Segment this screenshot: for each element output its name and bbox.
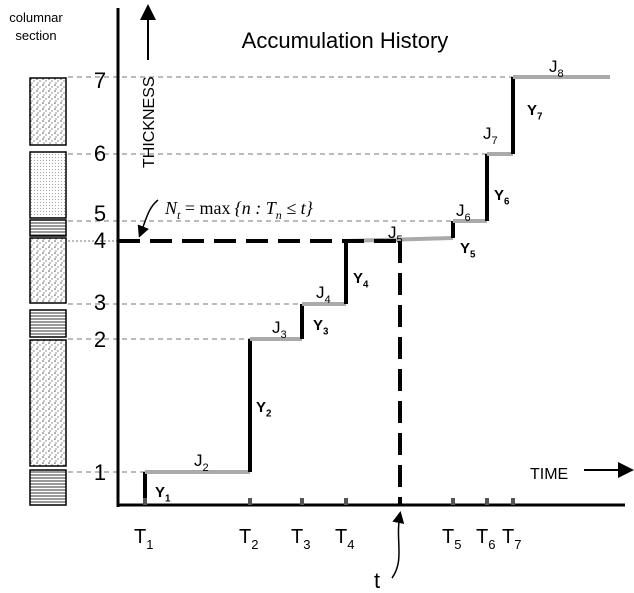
wait-label-sub: 3 [281,329,287,341]
time-tick [511,498,515,505]
time-label-sub: 5 [454,537,461,552]
jump-label-base: Y [256,399,266,416]
level-label: 2 [94,327,106,352]
wait-label-sub: 6 [465,212,471,224]
jump-label-sub: 2 [266,409,272,420]
time-label: T1 [134,526,153,552]
wait-label-sub: 7 [492,135,498,147]
jump-label-base: Y [313,317,323,334]
time-label-base: T [502,526,514,548]
time-tick [248,498,252,505]
wait-label: J5 [388,223,403,246]
time-label: T3 [291,526,310,552]
time-label-sub: 1 [146,537,153,552]
wait-label-base: J [272,318,281,337]
jump-label: Y1 [155,484,171,505]
time-label-sub: 3 [303,537,310,552]
jump-label-base: Y [494,187,504,204]
time-tick [143,498,147,505]
wait-label-sub: 5 [397,234,403,246]
wait-label-base: J [388,223,397,242]
columnar-section [29,77,67,506]
wait-label: J6 [456,201,471,224]
y-axis-label: THICKNESS [141,76,158,168]
column-label: columnar [9,10,63,25]
current-time: t [374,568,380,593]
jump-label: Y4 [353,270,369,291]
time-tick [344,498,348,505]
jump-label-sub: 4 [363,280,369,291]
time-label-base: T [134,526,146,548]
level-label: 1 [94,460,106,485]
wait-label: J3 [272,318,287,341]
title: Accumulation History [242,28,449,53]
jump-label-sub: 7 [537,112,542,123]
level-label: 5 [94,201,106,226]
jump-label-base: Y [155,484,165,501]
level-label: 4 [94,228,106,253]
time-label-base: T [335,526,347,548]
jump-label-sub: 6 [504,197,510,208]
jump-label-base: Y [353,270,363,287]
wait-label-sub: 2 [203,462,209,474]
time-label-sub: 7 [514,537,521,552]
time-label-base: T [291,526,303,548]
jump-label-sub: 1 [165,494,171,505]
jump-label-base: Y [460,240,470,257]
t-arrow [391,511,405,579]
wait-label-sub: 4 [325,294,331,306]
x-axis-label: TIME [530,466,568,483]
wait-label-base: J [549,57,558,76]
time-label-base: T [476,526,488,548]
time-tick [451,498,455,505]
wait-label-base: J [456,201,465,220]
jump-label-sub: 5 [470,250,476,261]
wait-label: J8 [549,57,564,80]
time-tick [300,498,304,505]
time-label-sub: 4 [347,537,354,552]
wait-label-base: J [483,124,492,143]
jump-label-base: Y [527,102,537,119]
time-tick [485,498,489,505]
level-label: 7 [94,68,106,93]
level-label: 6 [94,141,106,166]
jump-label: Y6 [494,187,510,208]
wait-label-sub: 8 [558,68,564,80]
jump-label: Y7 [527,102,542,123]
wait-label: J4 [316,283,331,306]
time-label: T5 [442,526,461,552]
time-label: T2 [239,526,258,552]
jump-label-sub: 3 [323,327,329,338]
wait-label: J7 [483,124,498,147]
formula: Nt = max {n : Tn ≤ t} [164,198,314,222]
wait-label-base: J [316,283,325,302]
time-label-sub: 2 [251,537,258,552]
time-label: T6 [476,526,495,552]
wait-label-base: J [194,451,203,470]
wait-label: J2 [194,451,209,474]
jump-label: Y5 [460,240,476,261]
time-label-sub: 6 [488,537,495,552]
time-label-base: T [442,526,454,548]
jump-label: Y2 [256,399,272,420]
time-label-base: T [239,526,251,548]
column-label: section [15,28,56,43]
formula-arrow [137,199,159,238]
time-label: T4 [335,526,354,552]
level-label: 3 [94,290,106,315]
jump-label: Y3 [313,317,329,338]
time-label: T7 [502,526,521,552]
